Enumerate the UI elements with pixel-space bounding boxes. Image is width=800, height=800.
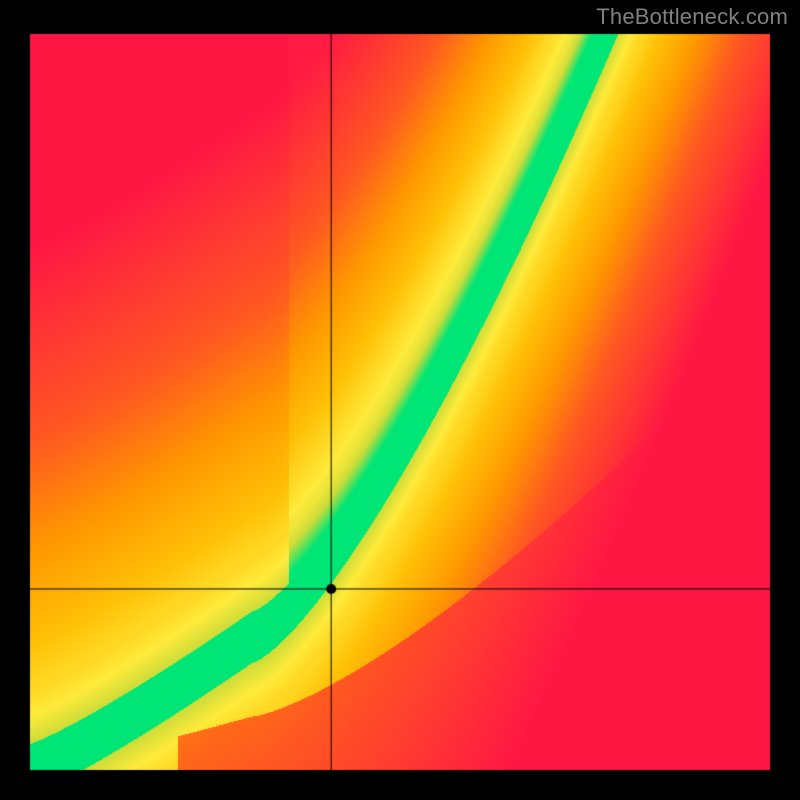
chart-container: TheBottleneck.com [0,0,800,800]
bottleneck-heatmap [0,0,800,800]
watermark-text: TheBottleneck.com [596,4,788,30]
